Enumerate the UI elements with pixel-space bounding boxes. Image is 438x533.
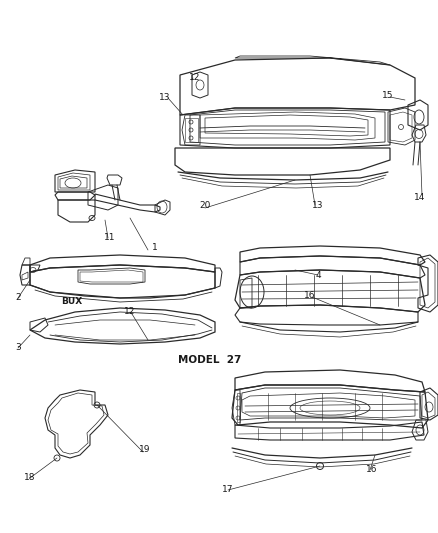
Text: 12: 12 [189,74,201,83]
Text: 15: 15 [382,91,394,100]
Text: 18: 18 [24,473,36,482]
Text: 12: 12 [124,308,136,317]
Text: MODEL  27: MODEL 27 [178,355,242,365]
Text: BUX: BUX [61,297,83,306]
Text: 1: 1 [152,244,158,253]
Text: 13: 13 [159,93,171,102]
Text: 19: 19 [139,446,151,455]
Text: 13: 13 [312,200,324,209]
Text: 20: 20 [199,200,211,209]
Text: 16: 16 [304,290,316,300]
Text: 14: 14 [414,193,426,203]
Text: 3: 3 [15,343,21,352]
Text: 16: 16 [366,465,378,474]
Text: 11: 11 [104,233,116,243]
Text: 2: 2 [15,294,21,303]
Text: 4: 4 [315,271,321,279]
Text: 17: 17 [222,486,234,495]
